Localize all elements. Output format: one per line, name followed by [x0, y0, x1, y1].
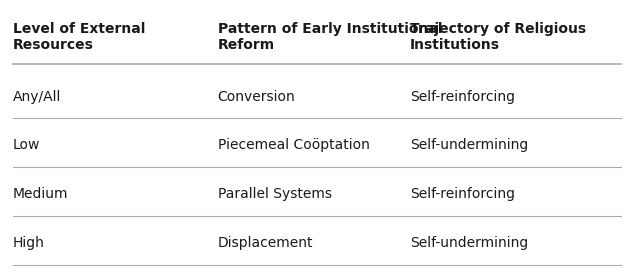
Text: Conversion: Conversion	[217, 90, 295, 104]
Text: Pattern of Early Institutional
Reform: Pattern of Early Institutional Reform	[217, 22, 442, 52]
Text: Self-undermining: Self-undermining	[410, 236, 529, 250]
Text: Self-reinforcing: Self-reinforcing	[410, 90, 515, 104]
Text: Self-reinforcing: Self-reinforcing	[410, 187, 515, 201]
Text: Medium: Medium	[13, 187, 68, 201]
Text: Any/All: Any/All	[13, 90, 61, 104]
Text: High: High	[13, 236, 44, 250]
Text: Parallel Systems: Parallel Systems	[217, 187, 332, 201]
Text: Piecemeal Coöptation: Piecemeal Coöptation	[217, 138, 370, 153]
Text: Trajectory of Religious
Institutions: Trajectory of Religious Institutions	[410, 22, 586, 52]
Text: Level of External
Resources: Level of External Resources	[13, 22, 145, 52]
Text: Self-undermining: Self-undermining	[410, 138, 529, 153]
Text: Displacement: Displacement	[217, 236, 313, 250]
Text: Low: Low	[13, 138, 40, 153]
